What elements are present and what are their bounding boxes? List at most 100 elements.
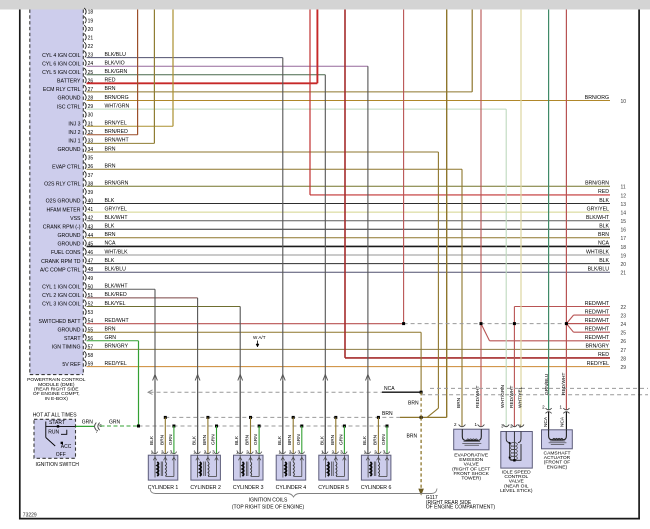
svg-text:RED/YEL: RED/YEL — [587, 361, 609, 367]
svg-text:BLK: BLK — [192, 435, 198, 445]
svg-text:G117: G117 — [426, 495, 438, 501]
svg-text:WHT/YEL: WHT/YEL — [518, 386, 524, 408]
svg-text:GROUND: GROUND — [57, 233, 80, 239]
svg-text:BRN/RED: BRN/RED — [105, 129, 129, 135]
svg-text:RED/WHT: RED/WHT — [475, 386, 481, 408]
svg-text:BRN/ORG: BRN/ORG — [105, 95, 129, 101]
svg-text:24: 24 — [621, 322, 627, 328]
svg-text:5V REF: 5V REF — [62, 362, 80, 368]
svg-text:53: 53 — [88, 310, 94, 316]
svg-text:VALVE: VALVE — [509, 479, 525, 485]
svg-text:19: 19 — [88, 18, 94, 24]
svg-text:GRN: GRN — [168, 434, 174, 445]
svg-text:VALVE: VALVE — [464, 462, 480, 468]
svg-text:RED: RED — [105, 78, 116, 84]
svg-text:BLK/GRN: BLK/GRN — [105, 69, 128, 75]
svg-text:BLK/WHT: BLK/WHT — [586, 215, 610, 221]
svg-text:12: 12 — [621, 193, 627, 199]
svg-text:ACTUATOR: ACTUATOR — [544, 455, 571, 461]
svg-text:18: 18 — [88, 10, 94, 16]
svg-text:2: 2 — [454, 422, 457, 427]
svg-text:18: 18 — [621, 245, 627, 251]
svg-text:23: 23 — [88, 53, 94, 59]
svg-text:INJ 3: INJ 3 — [68, 122, 80, 128]
svg-text:36: 36 — [88, 164, 94, 170]
svg-text:GRY/YEL: GRY/YEL — [105, 206, 128, 212]
svg-text:7: 7 — [96, 429, 99, 434]
svg-text:ECM RLY CTRL: ECM RLY CTRL — [43, 87, 81, 93]
svg-text:29: 29 — [621, 365, 627, 371]
svg-text:BLK: BLK — [599, 198, 609, 204]
svg-text:21: 21 — [88, 35, 94, 41]
svg-text:35: 35 — [88, 156, 94, 162]
svg-text:EMISSION: EMISSION — [459, 457, 483, 463]
svg-text:GRN: GRN — [381, 434, 387, 445]
svg-text:13: 13 — [621, 202, 627, 208]
svg-text:BRN: BRN — [372, 434, 378, 445]
svg-text:GRN: GRN — [338, 434, 344, 445]
svg-text:10: 10 — [621, 99, 627, 105]
svg-text:(FRONT OF: (FRONT OF — [544, 460, 571, 466]
svg-text:GRY/YEL: GRY/YEL — [587, 206, 610, 212]
svg-text:CYL 3 IGN COIL: CYL 3 IGN COIL — [42, 302, 81, 308]
svg-text:CYLINDER 3: CYLINDER 3 — [233, 485, 264, 491]
svg-text:BLK: BLK — [105, 258, 115, 264]
svg-text:GRN: GRN — [253, 434, 259, 445]
svg-text:BLK: BLK — [105, 198, 115, 204]
svg-text:BLK: BLK — [599, 258, 609, 264]
svg-text:52: 52 — [88, 302, 94, 308]
svg-text:30: 30 — [88, 113, 94, 119]
svg-text:GROUND: GROUND — [57, 147, 80, 153]
svg-text:1: 1 — [474, 422, 477, 427]
svg-text:CRANK RPM (-): CRANK RPM (-) — [43, 225, 81, 231]
svg-text:BRN: BRN — [105, 164, 116, 170]
svg-text:51: 51 — [88, 293, 94, 299]
svg-text:20: 20 — [621, 262, 627, 268]
svg-text:BRN: BRN — [105, 327, 116, 333]
svg-text:48: 48 — [88, 267, 94, 273]
svg-text:ISC CTRL: ISC CTRL — [57, 104, 81, 110]
svg-text:BLK/WHT: BLK/WHT — [105, 215, 129, 221]
svg-text:BRN/ORG: BRN/ORG — [585, 95, 609, 101]
svg-text:GROUND: GROUND — [57, 242, 80, 248]
svg-text:IGN TIMING: IGN TIMING — [52, 345, 81, 351]
svg-text:28: 28 — [88, 96, 94, 102]
svg-text:15: 15 — [621, 219, 627, 225]
svg-text:BLK: BLK — [599, 224, 609, 230]
svg-text:BLK: BLK — [149, 435, 155, 445]
svg-text:58: 58 — [88, 353, 94, 359]
svg-text:RED/WHT: RED/WHT — [585, 335, 610, 341]
svg-text:RED: RED — [598, 189, 609, 195]
svg-text:BRN: BRN — [382, 411, 393, 417]
svg-text:(NEAR OIL: (NEAR OIL — [504, 483, 529, 489]
svg-text:INJ 2: INJ 2 — [68, 130, 80, 136]
svg-text:19: 19 — [621, 253, 627, 259]
svg-text:BRN: BRN — [105, 146, 116, 152]
svg-text:25: 25 — [621, 331, 627, 337]
svg-text:14: 14 — [621, 211, 627, 217]
svg-text:RED/WHT: RED/WHT — [561, 373, 567, 395]
svg-text:11: 11 — [621, 185, 626, 191]
svg-text:2: 2 — [542, 404, 545, 409]
svg-text:23: 23 — [621, 314, 627, 320]
svg-text:SWITCHED BATT: SWITCHED BATT — [39, 319, 82, 325]
svg-text:26: 26 — [88, 78, 94, 84]
svg-text:BRN/YEL: BRN/YEL — [105, 121, 127, 127]
svg-text:26: 26 — [621, 339, 627, 345]
svg-text:OF ENGINE COMPARTMENT): OF ENGINE COMPARTMENT) — [426, 505, 496, 511]
svg-text:42: 42 — [88, 216, 94, 222]
svg-text:22: 22 — [621, 305, 627, 311]
svg-text:BRN/GRY: BRN/GRY — [585, 344, 609, 350]
svg-text:32: 32 — [88, 130, 94, 136]
svg-text:RED/WHT: RED/WHT — [585, 318, 610, 324]
svg-text:1: 1 — [559, 404, 562, 409]
svg-text:GRN/BLU: GRN/BLU — [544, 373, 550, 395]
svg-text:RED/YEL: RED/YEL — [105, 361, 127, 367]
svg-text:27: 27 — [88, 87, 94, 93]
svg-text:WHT/GRN: WHT/GRN — [105, 103, 130, 109]
svg-text:BLK/WHT: BLK/WHT — [105, 284, 129, 290]
svg-text:21: 21 — [621, 271, 627, 277]
svg-text:BLK/YEL: BLK/YEL — [105, 301, 126, 307]
svg-text:START: START — [64, 336, 81, 342]
svg-text:NCA: NCA — [543, 416, 549, 427]
